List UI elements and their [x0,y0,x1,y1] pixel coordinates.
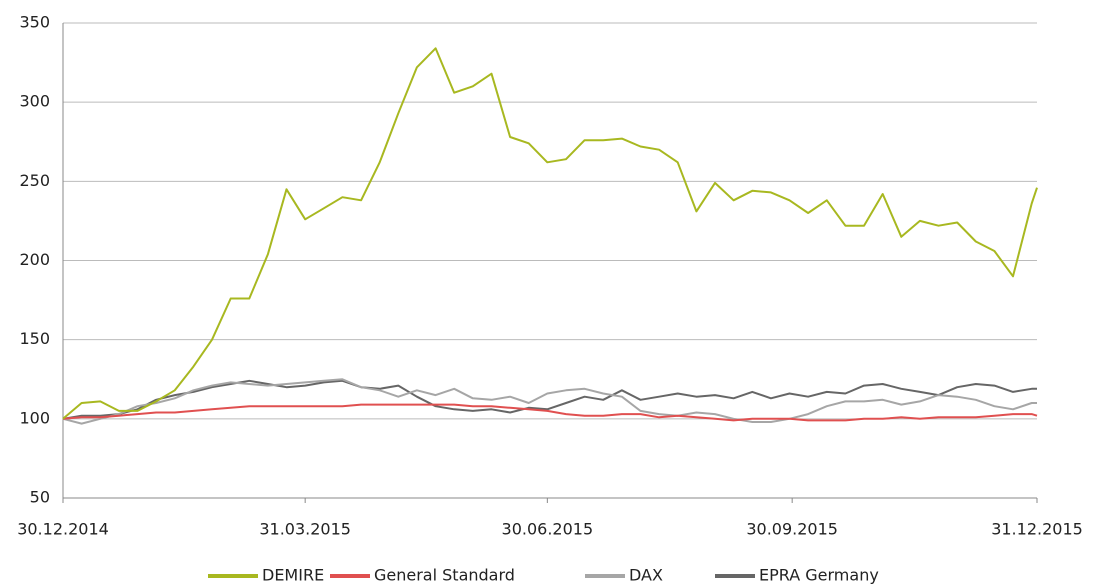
y-tick-label: 300 [19,92,50,111]
x-tick-label: 30.06.2015 [502,520,594,539]
series-line [62,379,1037,420]
legend-label: DEMIRE [262,566,324,585]
y-tick-label: 50 [30,488,50,507]
legend-label: General Standard [374,566,515,585]
x-tick-label: 31.03.2015 [259,520,351,539]
x-tick-label: 30.12.2014 [17,520,109,539]
legend-label: DAX [629,566,663,585]
x-tick-label: 31.12.2015 [991,520,1083,539]
x-tick-label: 30.09.2015 [746,520,838,539]
series-line [62,403,1038,422]
y-tick-label: 250 [19,171,50,190]
legend-label: EPRA Germany [759,566,879,585]
series-line [62,378,1037,425]
y-tick-label: 150 [19,329,50,348]
y-tick-label: 200 [19,250,50,269]
y-tick-label: 100 [19,408,50,427]
series-line [62,47,1038,420]
y-tick-label: 350 [19,13,50,32]
